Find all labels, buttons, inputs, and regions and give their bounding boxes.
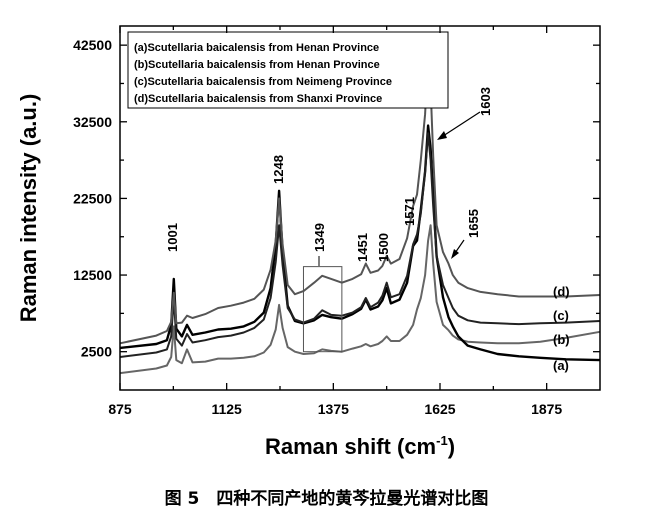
figure-caption: 图 5 四种不同产地的黄芩拉曼光谱对比图 [164,489,489,509]
x-tick-label-875: 875 [108,401,132,417]
series-labels: (d) (c) (b) (a) [553,284,570,373]
series-line-a [119,224,601,375]
legend-item-d: (d)Scutellaria baicalensis from Shanxi P… [134,93,382,105]
highlight-box [302,266,343,353]
peak-label-1349: 1349 [312,223,327,252]
y-tick-label-32500: 32500 [73,114,112,130]
peak-arrow-1603 [439,111,481,139]
x-axis-title-sup: -1 [436,433,448,448]
peak-label-1500: 1500 [376,233,391,262]
series-line-d [119,55,601,345]
peak-label-1248: 1248 [271,155,286,184]
peak-label-1451: 1451 [355,233,370,262]
series-layer [119,55,601,375]
y-tick-label-42500: 42500 [73,37,112,53]
legend-item-a: (a)Scutellaria baicalensis from Henan Pr… [134,42,379,54]
peak-arrowhead-1655 [451,249,459,259]
y-tick-label-12500: 12500 [73,267,112,283]
series-label-c: (c) [553,308,569,323]
ticks-layer: 875 1125 1375 1625 1875 2500 12500 22500 32500 42… [73,26,600,417]
x-tick-label-1375: 1375 [318,401,349,417]
series-line-b [119,124,601,362]
peak-label-1001: 1001 [165,223,180,252]
x-axis-title-main: Raman shift (cm [265,434,436,459]
peak-label-1655: 1655 [466,209,481,238]
x-tick-label-1875: 1875 [531,401,562,417]
peak-label-1603: 1603 [478,87,493,116]
x-axis-title-close: ) [448,434,455,459]
x-tick-label-1625: 1625 [424,401,455,417]
series-label-b: (b) [553,332,570,347]
legend: (a)Scutellaria baicalensis from Henan Pr… [127,31,449,109]
legend-box [127,31,449,109]
y-axis-title: Raman intensity (a.u.) [16,94,41,323]
plot-frame [119,25,601,391]
x-tick-label-1125: 1125 [211,401,242,417]
y-tick-label-22500: 22500 [73,190,112,206]
series-label-d: (d) [553,284,570,299]
series-label-a: (a) [553,358,569,373]
series-line-c [119,132,601,358]
legend-item-c: (c)Scutellaria baicalensis from Neimeng … [134,76,392,88]
peak-label-1571: 1571 [402,197,417,226]
x-axis-title: Raman shift (cm-1) [265,433,455,459]
legend-item-b: (b)Scutellaria baicalensis from Henan Pr… [134,59,380,71]
peak-annotations: 1001 1248 1349 1451 1500 1571 1603 1655 [165,87,493,266]
y-tick-label-2500: 2500 [81,344,112,360]
peak-arrowhead-1603 [437,131,447,140]
